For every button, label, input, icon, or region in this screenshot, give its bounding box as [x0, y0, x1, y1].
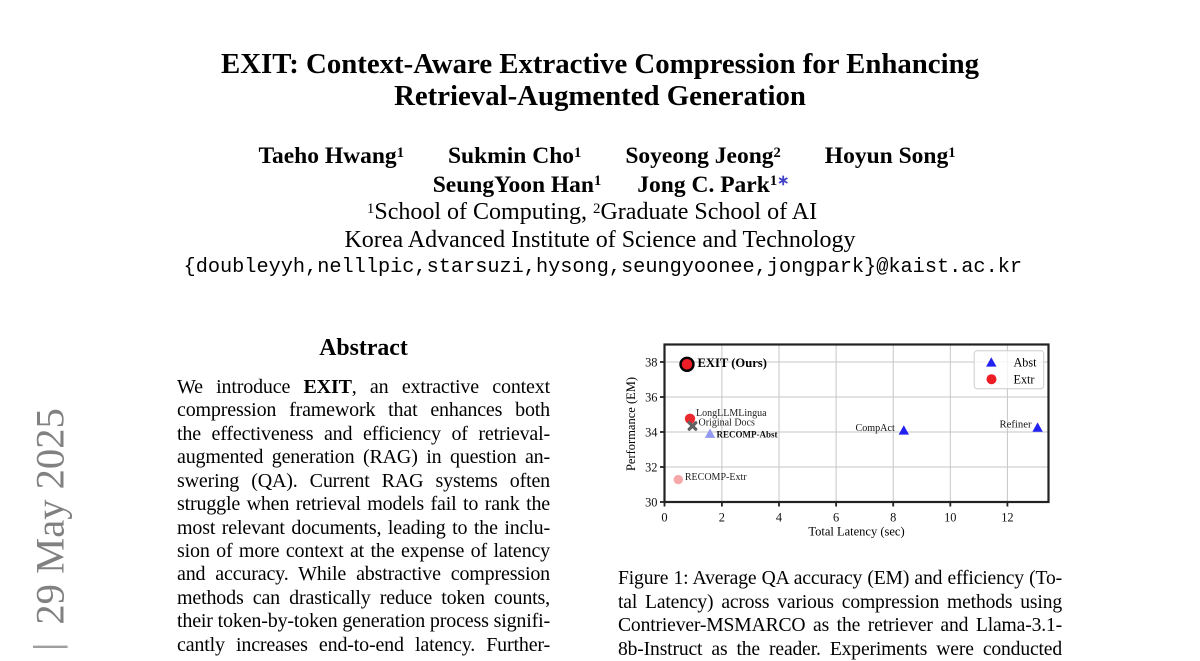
svg-text:2: 2: [719, 511, 725, 525]
svg-text:Refiner: Refiner: [1000, 418, 1032, 430]
svg-text:Extr: Extr: [1014, 373, 1035, 387]
svg-text:32: 32: [645, 460, 657, 474]
svg-text:4: 4: [776, 511, 782, 525]
svg-text:38: 38: [645, 355, 657, 369]
svg-text:RECOMP-Extr: RECOMP-Extr: [685, 472, 747, 483]
svg-text:30: 30: [645, 495, 657, 509]
svg-text:6: 6: [833, 511, 839, 525]
svg-text:8: 8: [890, 511, 896, 525]
svg-text:RECOMP-Abst: RECOMP-Abst: [717, 429, 778, 439]
svg-text:34: 34: [645, 425, 657, 439]
svg-text:LongLLMLingua: LongLLMLingua: [696, 408, 767, 419]
svg-text:Total Latency (sec): Total Latency (sec): [808, 525, 904, 539]
svg-text:36: 36: [645, 390, 657, 404]
svg-text:Original Docs: Original Docs: [699, 417, 755, 428]
svg-text:CompAct: CompAct: [856, 423, 895, 434]
svg-text:Performance (EM): Performance (EM): [624, 377, 638, 471]
svg-text:arXiv:2412.12559v3 [cs.CL] 2: arXiv:2412.12559v3 [cs.CL] 29 May 2025: [28, 408, 73, 648]
svg-text:12: 12: [1001, 511, 1013, 525]
svg-text:10: 10: [944, 511, 956, 525]
svg-text:0: 0: [661, 511, 667, 525]
svg-text:Abst: Abst: [1014, 356, 1038, 370]
svg-text:EXIT (Ours): EXIT (Ours): [698, 356, 767, 370]
